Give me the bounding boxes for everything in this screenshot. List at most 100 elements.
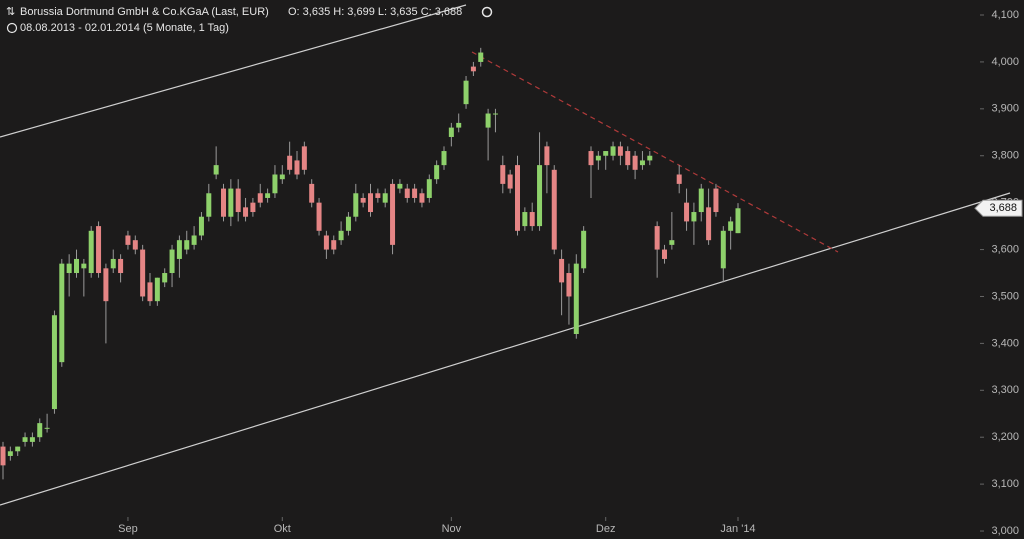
candle-body — [331, 240, 337, 250]
resistance-line — [471, 51, 839, 253]
candle-body — [176, 240, 182, 259]
candle-body — [522, 212, 528, 227]
candle-body — [639, 160, 645, 166]
candle-body — [103, 268, 109, 302]
candle-body — [478, 52, 484, 62]
candle-body — [206, 193, 212, 217]
candle-body — [279, 174, 285, 180]
candle-body — [37, 423, 43, 438]
candle-body — [515, 165, 520, 231]
candle-body — [706, 207, 712, 241]
candle-body — [250, 202, 256, 213]
candle-body — [588, 151, 594, 166]
candle-body — [566, 273, 572, 297]
candle-body — [492, 113, 498, 115]
candle-body — [728, 221, 734, 231]
candle-body — [294, 160, 300, 175]
x-tick-label: Sep — [118, 523, 138, 535]
candle-body — [228, 188, 234, 217]
candle-body — [22, 437, 28, 442]
candle-body — [184, 240, 190, 250]
candle-body — [573, 263, 579, 335]
candle-body — [198, 216, 204, 236]
candle-body — [698, 188, 704, 213]
candle-body — [154, 277, 160, 302]
chart-title: Borussia Dortmund GmbH & Co.KGaA (Last, … — [20, 6, 269, 18]
candle-body — [338, 230, 344, 241]
candle-body — [544, 146, 550, 166]
candle-body — [669, 240, 675, 245]
candle-body — [397, 183, 403, 189]
candle-body — [147, 282, 153, 302]
candle-body — [287, 155, 293, 170]
candle-body — [684, 202, 690, 222]
y-tick-label: 3,500 — [991, 290, 1019, 302]
candle-body — [243, 207, 249, 217]
candle-body — [713, 188, 719, 213]
candle-body — [426, 179, 432, 198]
candle-body — [221, 188, 226, 217]
candle-body — [507, 174, 513, 189]
candle-body — [485, 113, 491, 128]
candle-body — [419, 193, 425, 203]
candle-body — [441, 151, 447, 166]
chart-subtitle: 08.08.2013 - 02.01.2014 (5 Monate, 1 Tag… — [20, 22, 229, 34]
candle-body — [272, 174, 278, 194]
header: ⇅ Borussia Dortmund GmbH & Co.KGaA (Last… — [6, 6, 493, 34]
candle-body — [235, 188, 241, 213]
candle-body — [323, 235, 329, 250]
candle-body — [118, 258, 124, 274]
candle-body — [88, 230, 94, 274]
candle-body — [456, 122, 462, 128]
candle-body — [360, 197, 366, 203]
candle-body — [551, 169, 557, 250]
x-tick-label: Okt — [274, 523, 291, 535]
candle-body — [51, 315, 57, 410]
candle-body — [96, 226, 102, 274]
candle-body — [434, 165, 440, 180]
candle-body — [213, 165, 219, 175]
lower-channel-line — [0, 192, 1011, 506]
price-badge — [974, 199, 1023, 217]
chart-icon: ⇅ — [6, 6, 15, 18]
candle-body — [390, 183, 396, 245]
y-tick-label: 3,600 — [991, 243, 1019, 255]
candle-body — [0, 446, 6, 466]
candle-body — [81, 263, 87, 269]
candle-body — [559, 258, 565, 283]
candle-body — [720, 230, 726, 269]
candle-body — [595, 155, 601, 161]
candle-body — [59, 263, 65, 363]
candle-body — [662, 249, 667, 259]
candle-body — [44, 427, 50, 429]
candle-body — [309, 183, 315, 203]
y-tick-label: 3,300 — [991, 384, 1019, 396]
y-tick-label: 3,100 — [991, 478, 1019, 490]
candle-body — [581, 230, 587, 269]
candle-body — [691, 212, 697, 222]
candle-body — [368, 193, 373, 213]
x-tick-label: Nov — [442, 523, 462, 535]
x-tick-label: Dez — [596, 523, 616, 535]
candle-body — [169, 249, 175, 274]
y-tick-label: 3,900 — [991, 103, 1019, 115]
candle-body — [29, 437, 35, 442]
settings-icon[interactable] — [481, 6, 493, 18]
y-tick-label: 3,200 — [991, 431, 1019, 443]
candle-body — [316, 202, 322, 231]
price-badge-label: 3,688 — [989, 202, 1017, 214]
candle-body — [735, 208, 741, 234]
candle-body — [404, 188, 410, 198]
candle-body — [448, 127, 454, 137]
y-tick-label: 3,800 — [991, 150, 1019, 162]
y-tick-label: 3,000 — [991, 525, 1019, 537]
candle-body — [140, 249, 146, 297]
upper-channel-line — [0, 4, 467, 138]
candle-body — [500, 165, 506, 184]
candle-body — [132, 240, 138, 250]
candle-body — [647, 155, 653, 161]
candle-body — [654, 226, 660, 250]
candle-body — [632, 155, 638, 170]
candle-body — [257, 193, 263, 203]
